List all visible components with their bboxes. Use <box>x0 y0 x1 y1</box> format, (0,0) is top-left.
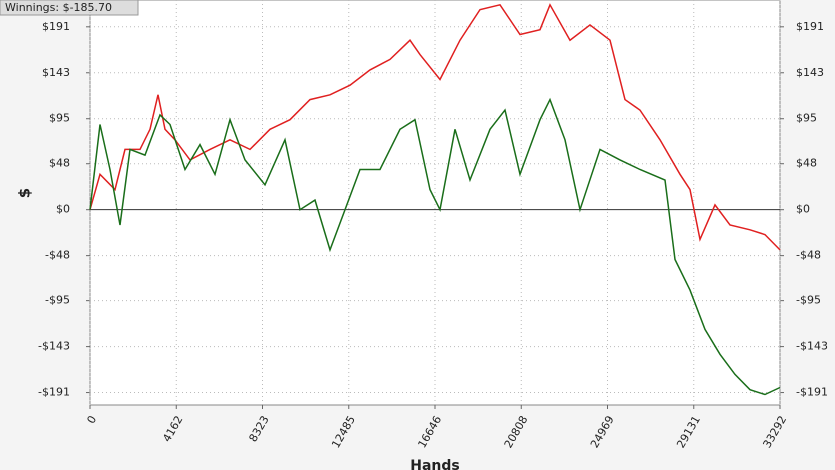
y2-tick-label: $95 <box>796 112 817 125</box>
y-tick-label: $48 <box>49 157 70 170</box>
y-tick-label: $0 <box>56 203 70 216</box>
chart-title: Winnings: $-185.70 <box>5 1 112 14</box>
y2-tick-label: -$143 <box>796 340 828 353</box>
y2-tick-label: $143 <box>796 66 824 79</box>
y-tick-label: $191 <box>42 20 70 33</box>
y2-tick-label: $0 <box>796 203 810 216</box>
y-tick-label: -$48 <box>45 249 70 262</box>
y2-tick-label: -$191 <box>796 386 828 399</box>
y-tick-label: -$95 <box>45 294 70 307</box>
title-box <box>0 0 139 16</box>
series-line <box>89 3 781 251</box>
y-axis-label: $ <box>16 188 34 198</box>
y-tick-label: $143 <box>42 66 70 79</box>
y-tick-label: -$191 <box>38 386 70 399</box>
y2-tick-label: -$48 <box>796 249 821 262</box>
y-tick-label: -$143 <box>38 340 70 353</box>
y2-tick-label: $48 <box>796 157 817 170</box>
plot-area <box>89 0 781 406</box>
y2-tick-label: -$95 <box>796 294 821 307</box>
y2-tick-label: $191 <box>796 20 824 33</box>
y-tick-label: $95 <box>49 112 70 125</box>
series-line <box>89 97 781 396</box>
x-axis-label: Hands <box>410 458 460 470</box>
